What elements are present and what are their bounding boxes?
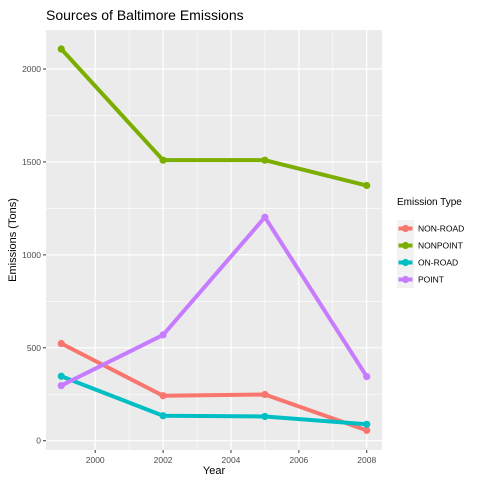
data-point-on-road bbox=[57, 372, 65, 380]
series-line-non-road bbox=[60, 341, 368, 433]
x-axis-title: Year bbox=[203, 465, 226, 477]
series-line-nonpoint bbox=[59, 47, 368, 188]
data-point-non-road bbox=[57, 339, 65, 348]
data-point-on-road bbox=[159, 412, 167, 420]
y-tick-label: 2000 bbox=[22, 64, 41, 74]
x-tick-label: 2008 bbox=[357, 455, 376, 465]
y-axis-title: Emissions (Tons) bbox=[7, 198, 19, 282]
x-tick-label: 2006 bbox=[289, 455, 308, 465]
x-tick-label: 2002 bbox=[154, 455, 173, 465]
data-point-point bbox=[159, 331, 167, 339]
legend-label-on-road: ON-ROAD bbox=[418, 258, 458, 268]
data-point-on-road bbox=[261, 412, 269, 421]
y-axis: 0 500 1000 1500 2000 bbox=[22, 64, 46, 446]
legend-point-nonpoint bbox=[401, 241, 410, 250]
data-point-nonpoint bbox=[363, 181, 371, 190]
legend-point-on-road bbox=[401, 258, 410, 267]
plot-panel bbox=[46, 30, 382, 450]
data-point-point bbox=[363, 372, 371, 381]
y-tick-label: 1500 bbox=[22, 157, 41, 167]
y-tick-label: 1000 bbox=[22, 250, 41, 260]
data-point-point bbox=[261, 213, 269, 221]
legend: Emission Type NON-ROAD NONPOINT ON-ROAD POI… bbox=[397, 197, 464, 288]
legend-label-non-road: NON-ROAD bbox=[418, 224, 464, 234]
y-tick-label: 0 bbox=[36, 436, 41, 446]
legend-title: Emission Type bbox=[397, 197, 462, 208]
data-point-nonpoint bbox=[261, 156, 269, 164]
legend-label-point: POINT bbox=[418, 275, 444, 285]
data-point-on-road bbox=[363, 420, 371, 428]
series-layer bbox=[57, 45, 371, 434]
legend-label-nonpoint: NONPOINT bbox=[418, 241, 463, 251]
x-tick-label: 2004 bbox=[222, 455, 241, 465]
y-tick-label: 500 bbox=[27, 343, 41, 353]
series-line-on-road bbox=[60, 374, 367, 427]
data-point-nonpoint bbox=[57, 45, 65, 53]
data-point-non-road bbox=[159, 392, 167, 400]
legend-point-point bbox=[401, 275, 410, 284]
data-point-non-road bbox=[363, 426, 371, 434]
data-point-point bbox=[57, 381, 65, 390]
legend-point-non-road bbox=[401, 224, 410, 233]
x-axis: 2000 2002 2004 2006 2008 bbox=[86, 450, 376, 465]
series-line-point bbox=[60, 215, 369, 388]
minor-gridlines bbox=[46, 30, 382, 450]
data-point-non-road bbox=[261, 390, 269, 399]
chart-title: Sources of Baltimore Emissions bbox=[46, 7, 244, 23]
major-gridlines bbox=[46, 30, 382, 450]
data-point-nonpoint bbox=[159, 156, 167, 164]
x-tick-label: 2000 bbox=[86, 455, 105, 465]
